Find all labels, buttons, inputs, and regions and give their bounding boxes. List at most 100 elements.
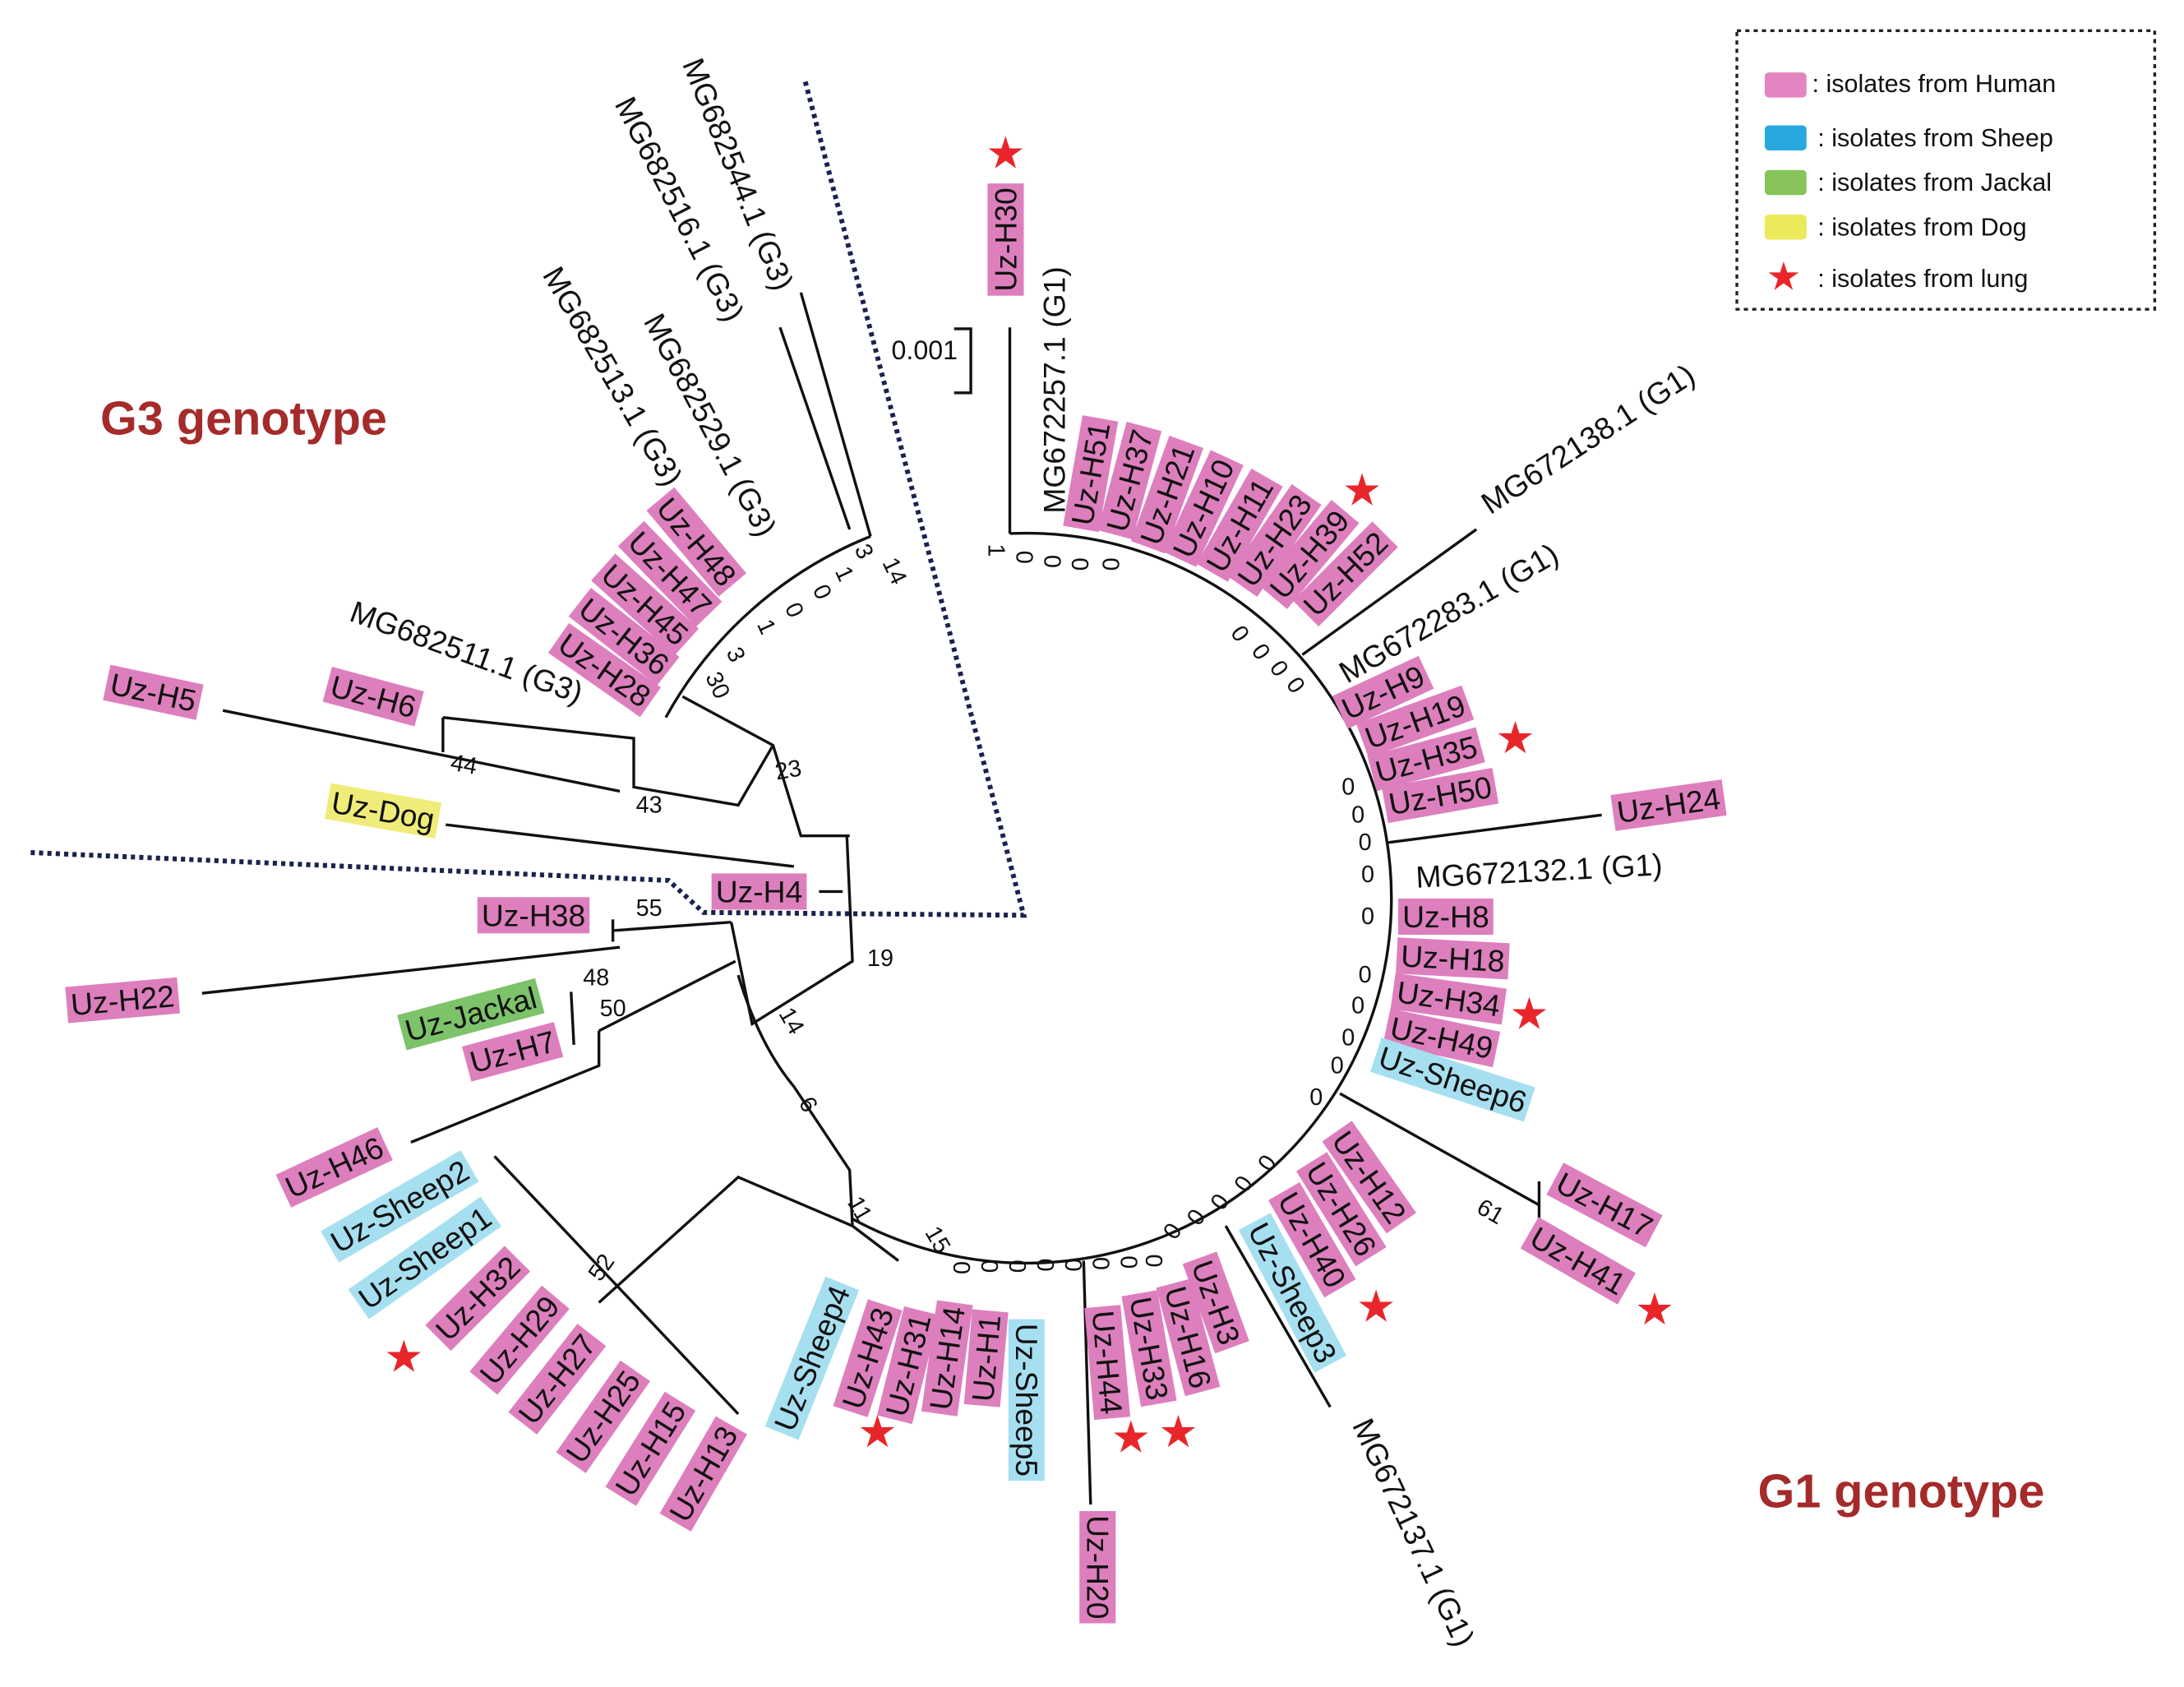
leaf-label-text: MG672138.1 (G1)	[1475, 357, 1701, 520]
jackal-highlight	[397, 978, 545, 1051]
human-highlight	[646, 487, 747, 597]
human-highlight	[987, 183, 1024, 296]
human-highlight	[1396, 937, 1510, 980]
human-highlight	[1546, 1162, 1663, 1248]
bootstrap-value: 23	[773, 756, 804, 786]
isolate-label: Uz-H1	[963, 1309, 1009, 1407]
human-highlight	[1196, 468, 1283, 582]
human-highlight	[1121, 1290, 1177, 1407]
sheep-highlight	[764, 1276, 860, 1440]
isolate-label: Uz-H6	[322, 666, 424, 727]
human-highlight	[1367, 727, 1485, 792]
sheep-highlight	[321, 1150, 479, 1263]
sheep-highlight	[1370, 1037, 1535, 1122]
bootstrap-value: 48	[583, 965, 609, 991]
isolate-label: Uz-H4	[711, 873, 807, 910]
leaf-label-text: Uz-H24	[1615, 781, 1723, 830]
scale-bar-label: 0.001	[891, 335, 958, 365]
tree-branches	[201, 292, 1602, 1505]
branch	[1301, 528, 1478, 656]
human-highlight	[659, 1416, 747, 1532]
isolate-label: Uz-H38	[477, 897, 590, 934]
bootstrap-value: 0	[976, 1259, 1002, 1273]
legend-item-lung: ★ : isolates from lung	[1766, 255, 2029, 298]
human-highlight	[275, 1127, 393, 1208]
human-highlight	[711, 873, 807, 910]
human-highlight	[1293, 521, 1398, 626]
dog-highlight	[324, 783, 442, 839]
bootstrap-value: 0	[1010, 551, 1037, 564]
leaf-label-text: Uz-H41	[1525, 1220, 1632, 1302]
human-swatch-icon	[1764, 72, 1807, 98]
lung-star-icon: ★	[1356, 1282, 1397, 1331]
lung-star-icon: ★	[384, 1332, 424, 1381]
lung-star-icon: ★	[1635, 1285, 1675, 1334]
isolate-label: Uz-H20	[1079, 1511, 1116, 1624]
human-highlight	[469, 1285, 570, 1395]
human-highlight	[1398, 898, 1494, 935]
bootstrap-value: 0	[1359, 830, 1372, 856]
isolate-label: Uz-H22	[65, 977, 181, 1024]
bootstrap-value: 61	[1472, 1194, 1508, 1230]
human-highlight	[1227, 483, 1322, 597]
reference-sequence-label: MG672137.1 (G1)	[1346, 1413, 1481, 1652]
star-icon: ★	[1766, 255, 1802, 298]
g1-main-arc	[852, 531, 1393, 1265]
legend-label: : isolates from Dog	[1817, 213, 2026, 241]
sheep-swatch-icon	[1764, 125, 1807, 151]
bootstrap-value: 3	[721, 643, 750, 666]
g3-clade-dotted-border	[30, 80, 1027, 918]
bootstrap-value: 55	[636, 895, 663, 922]
human-highlight	[477, 897, 590, 934]
lung-star-icon: ★	[857, 1407, 898, 1457]
bootstrap-value: 0	[1351, 992, 1364, 1019]
bootstrap-value: 19	[867, 945, 893, 972]
bootstrap-value: 0	[1115, 1255, 1142, 1269]
human-highlight	[547, 622, 661, 718]
branch	[222, 709, 621, 793]
human-highlight	[605, 1391, 696, 1506]
bootstrap-value: 0	[1246, 639, 1275, 664]
human-highlight	[508, 1324, 607, 1435]
human-highlight	[876, 1306, 940, 1425]
legend-item-human: : isolates from Human	[1764, 70, 2057, 98]
human-highlight	[617, 520, 723, 627]
branch	[1224, 1225, 1332, 1408]
branch	[598, 1175, 853, 1304]
leaf-label-text: Uz-H20	[1080, 1515, 1115, 1619]
human-highlight	[1610, 779, 1727, 831]
leaf-label-text: MG672132.1 (G1)	[1415, 847, 1663, 894]
branch	[1082, 1260, 1092, 1505]
human-highlight	[1322, 1121, 1416, 1234]
legend-label: : isolates from Jackal	[1817, 169, 2052, 196]
bootstrap-value: 0	[779, 599, 809, 622]
bootstrap-value: 0	[1341, 1024, 1355, 1051]
leaf-label-text: Uz-H46	[280, 1130, 389, 1204]
human-highlight	[591, 553, 700, 656]
bootstrap-value: 0	[1140, 1254, 1166, 1267]
branch	[446, 823, 795, 868]
bootstrap-value: 0	[1097, 557, 1124, 571]
human-highlight	[425, 1246, 531, 1352]
branch	[729, 835, 854, 1027]
human-highlight	[1382, 767, 1499, 824]
legend-label: : isolates from Human	[1812, 70, 2057, 98]
leaf-label-text: Uz-H7	[466, 1024, 559, 1079]
bootstrap-value: 0	[1359, 962, 1372, 988]
scale-bar: 0.001	[891, 327, 972, 395]
bootstrap-value: 15	[920, 1222, 956, 1258]
isolate-label: Uz-H5	[103, 664, 204, 720]
reference-sequence-label: MG672257.1 (G1)	[1037, 266, 1072, 513]
human-highlight	[1084, 1305, 1131, 1421]
branch	[1339, 1092, 1540, 1207]
bootstrap-value: 0	[1066, 557, 1092, 571]
bootstrap-value: 0	[1341, 774, 1355, 800]
g3-genotype-heading: G3 genotype	[100, 393, 387, 446]
bootstrap-value: 44	[449, 750, 479, 780]
lung-star-icon: ★	[1342, 465, 1383, 515]
human-highlight	[1259, 499, 1360, 609]
branch	[493, 1155, 740, 1416]
dog-swatch-icon	[1764, 214, 1807, 240]
human-highlight	[1295, 1152, 1387, 1267]
leaf-label-text: Uz-H18	[1400, 939, 1505, 979]
